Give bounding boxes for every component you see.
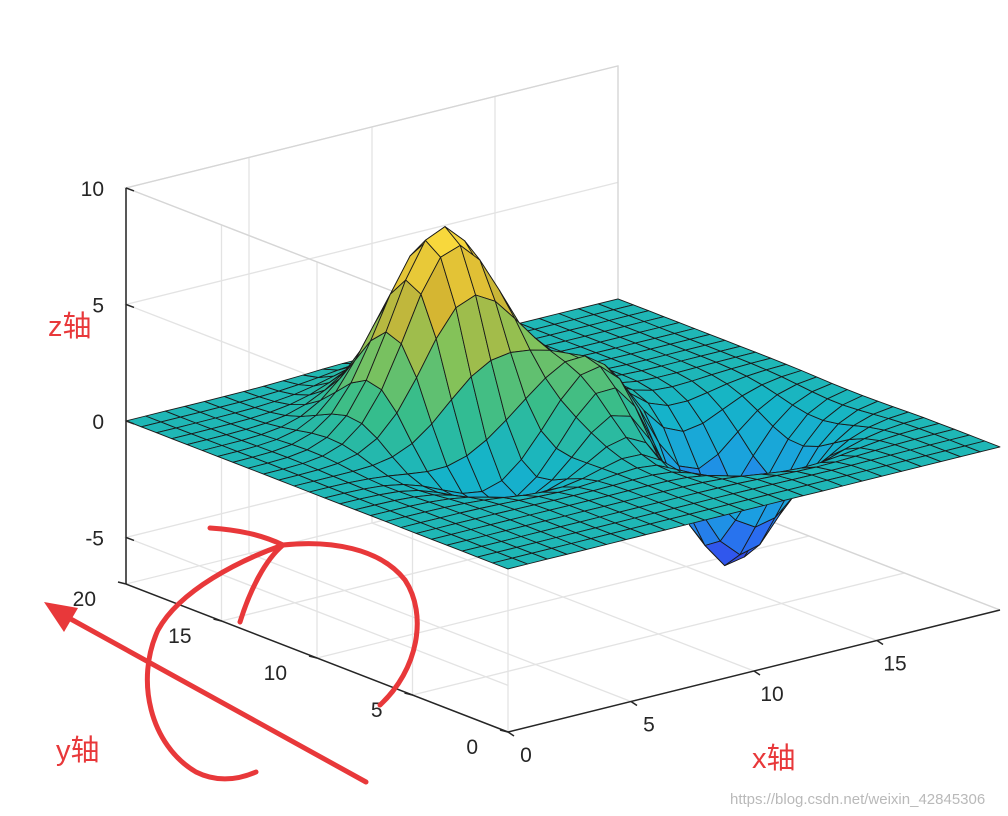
z-tick-mark	[125, 420, 135, 425]
annotation-group: z轴 y轴 x轴	[44, 310, 796, 785]
y-tick-mark	[213, 618, 222, 622]
y-tick-label: 20	[73, 588, 96, 611]
x-tick-label: 0	[520, 744, 532, 767]
tick-labels: -5 0 5 10 0 5 10 15 20 0 5 10 15	[73, 178, 907, 767]
grid-line	[371, 522, 755, 672]
x-tick-mark	[630, 700, 638, 707]
x-tick-mark	[753, 670, 761, 676]
y-arrow-shaft	[55, 609, 369, 785]
y-tick-label: 15	[168, 625, 191, 648]
z-tick-label: 10	[81, 178, 104, 201]
y-tick-mark	[404, 692, 413, 696]
surface-cell	[964, 440, 1001, 453]
z-tick-mark	[125, 536, 135, 542]
y-axis-annotation: y轴	[56, 734, 100, 767]
y-tick-label: 5	[371, 699, 383, 722]
y-tick-mark	[117, 581, 127, 585]
x-tick-label: 10	[760, 683, 783, 706]
rotation-curve-upper	[237, 541, 420, 708]
x-tick-mark	[507, 731, 515, 737]
box-edge	[123, 65, 619, 462]
rotation-curve	[144, 525, 290, 782]
y-tick-mark	[499, 729, 509, 733]
y-arrow-head	[44, 602, 78, 632]
surface-mesh	[125, 226, 1001, 570]
z-axis-annotation: z轴	[48, 310, 92, 343]
y-tick-mark	[308, 655, 318, 659]
x-tick-mark	[876, 639, 884, 646]
axes-lines	[117, 187, 1001, 737]
z-tick-label: 0	[92, 411, 104, 434]
z-tick-mark	[125, 303, 135, 309]
x-tick-label: 5	[643, 714, 655, 737]
watermark: https://blog.csdn.net/weixin_42845306	[730, 791, 985, 808]
grid-line	[248, 552, 632, 703]
y-tick-label: 10	[264, 662, 287, 685]
z-tick-label: 5	[92, 294, 104, 317]
x-axis-annotation: x轴	[752, 742, 796, 775]
z-tick-mark	[125, 187, 135, 192]
y-tick-label: 0	[466, 736, 478, 759]
z-tick-label: -5	[85, 527, 104, 550]
x-tick-label: 15	[883, 653, 906, 676]
